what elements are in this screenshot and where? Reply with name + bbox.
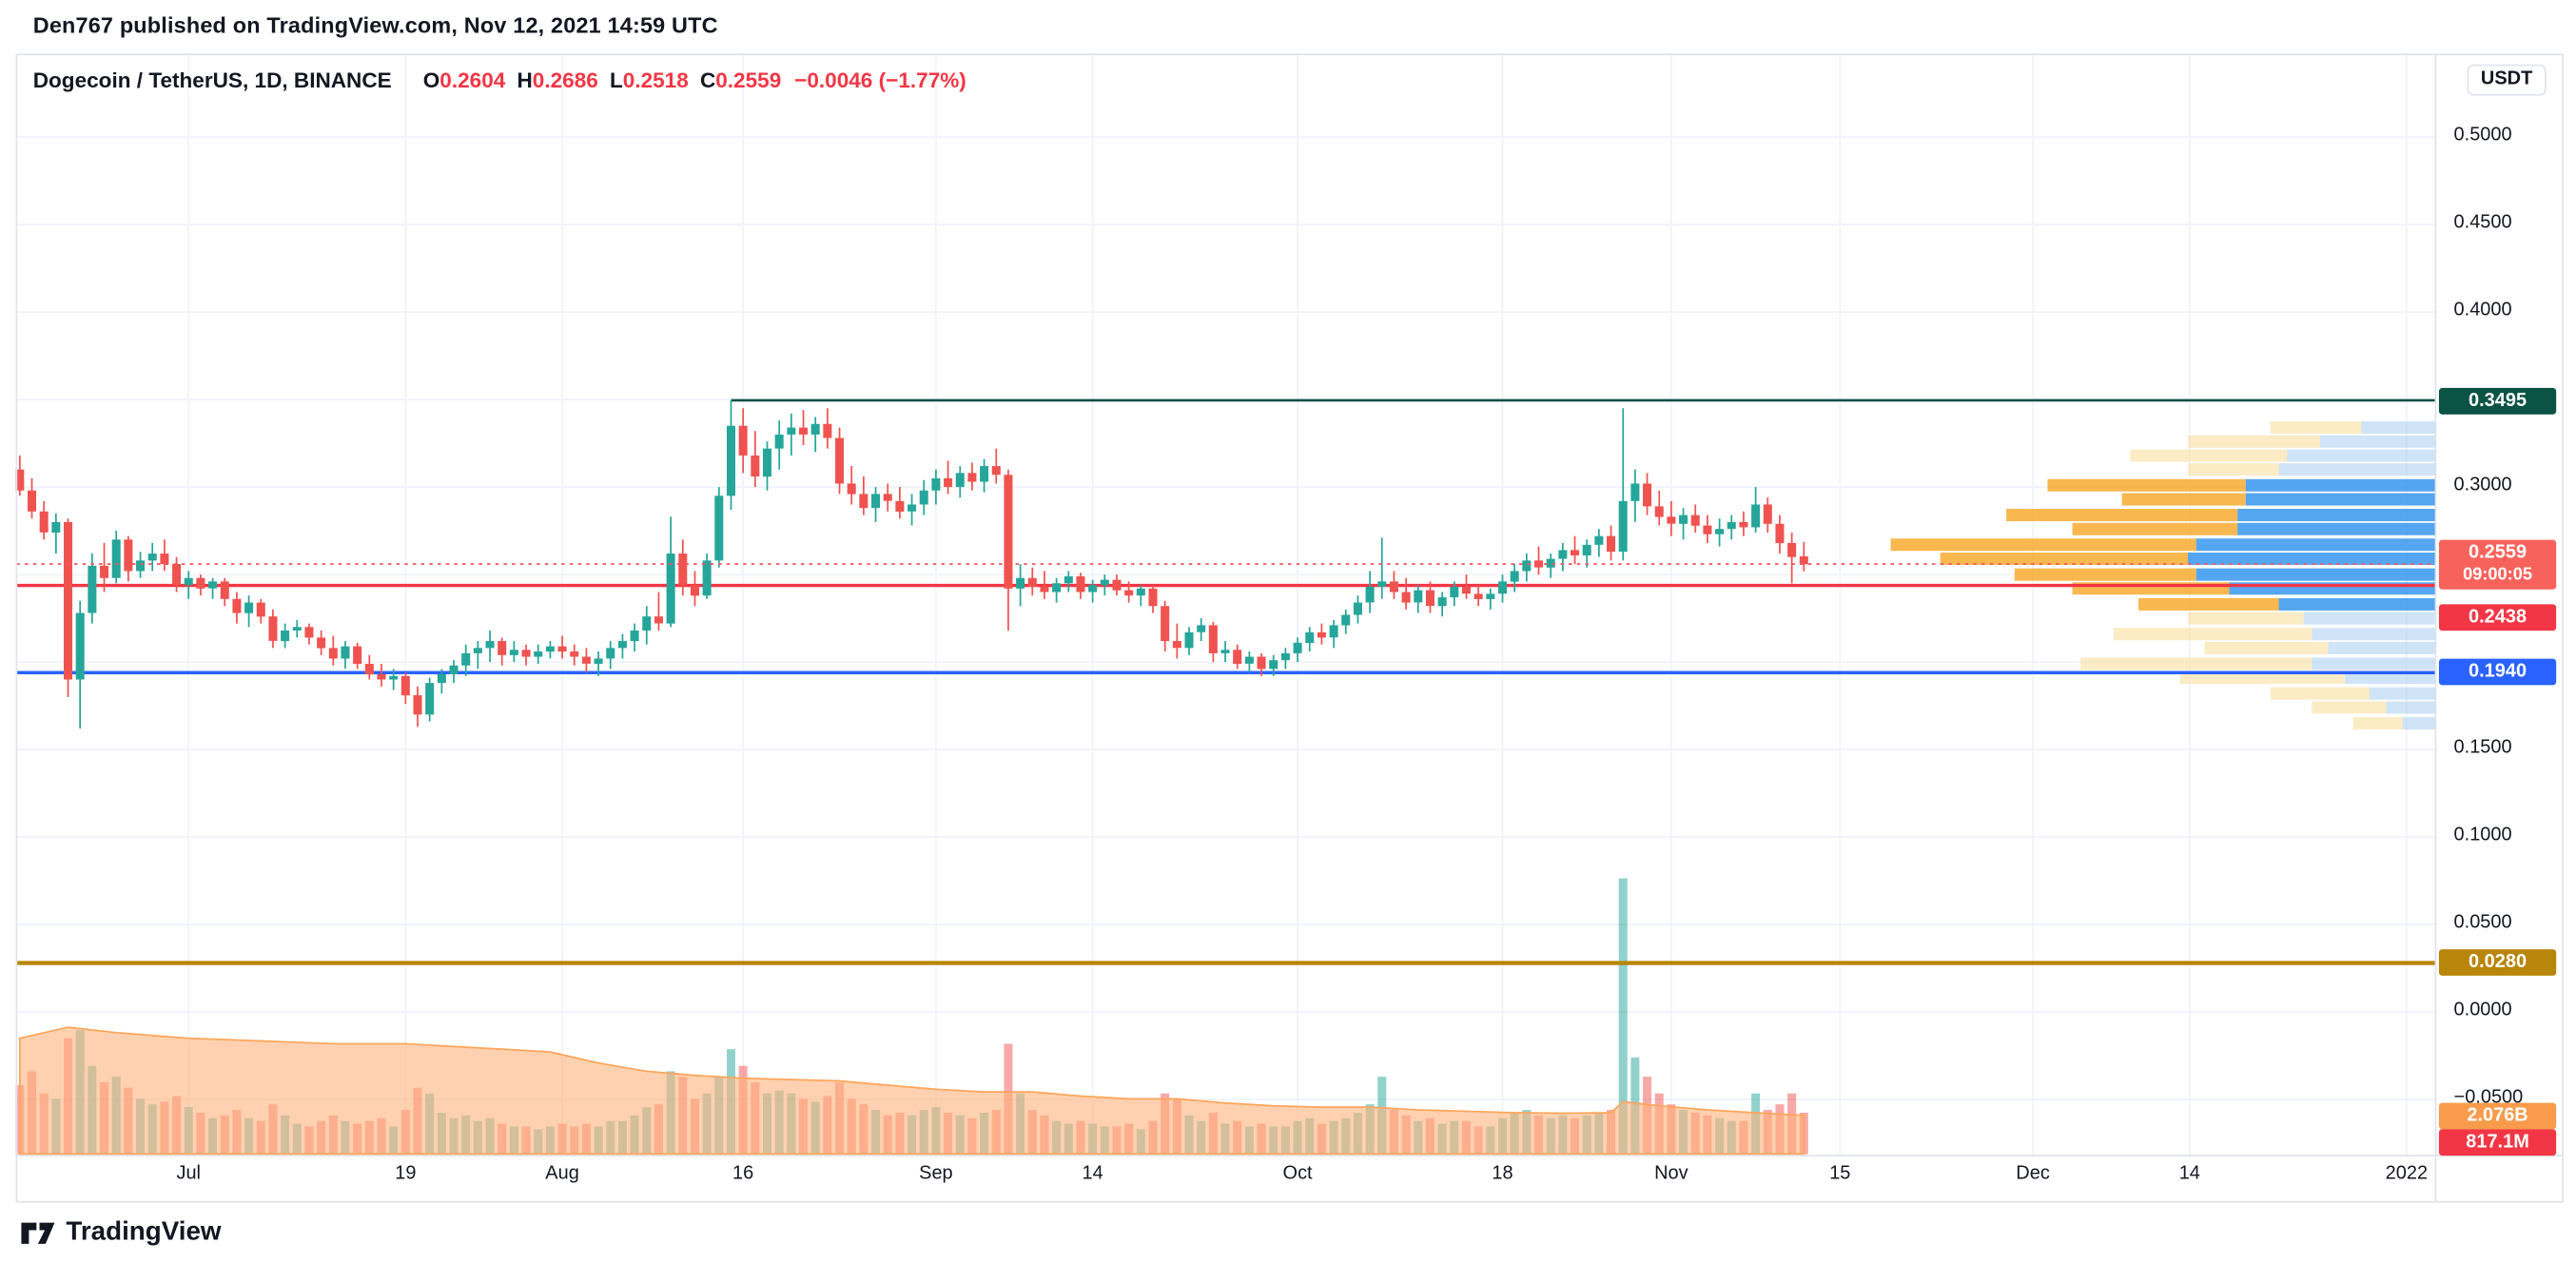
price-badge-level-blue: 0.1940 <box>2438 659 2557 687</box>
ohlc-open-value: 0.2604 <box>439 68 506 93</box>
ohlc-high-value: 0.2686 <box>532 68 598 93</box>
price-tick-0.5000: 0.5000 <box>2453 125 2512 146</box>
ohlc-change: −0.0046 (−1.77%) <box>794 68 966 93</box>
price-badge-value: 0.0280 <box>2469 953 2527 973</box>
price-levels[interactable] <box>16 398 2436 965</box>
price-badge-value: 2.076B <box>2467 1106 2528 1126</box>
ohlc-high-label: H <box>517 68 533 93</box>
symbol-title: Dogecoin / TetherUS, 1D, BINANCE <box>32 68 392 93</box>
price-badge-value: 0.1940 <box>2469 662 2527 683</box>
price-tick-0.4000: 0.4000 <box>2453 300 2512 321</box>
price-tick-0.1500: 0.1500 <box>2453 737 2512 758</box>
time-tick-16: 16 <box>732 1163 754 1184</box>
time-tick-2022: 2022 <box>2385 1163 2429 1184</box>
time-tick-Jul: Jul <box>176 1163 201 1184</box>
time-tick-Dec: Dec <box>2016 1163 2050 1184</box>
chart-frame-borders <box>15 53 2564 1203</box>
ohlc-close-value: 0.2559 <box>715 68 782 93</box>
time-tick-Aug: Aug <box>545 1163 579 1184</box>
time-tick-Sep: Sep <box>919 1163 953 1184</box>
ohlc-open-label: O <box>422 68 440 93</box>
time-tick-Nov: Nov <box>1654 1163 1688 1184</box>
ohlc-close-label: C <box>699 68 716 93</box>
price-badge-volume-current: 817.1M <box>2438 1129 2557 1156</box>
price-tick-0.0000: 0.0000 <box>2453 1000 2512 1020</box>
price-badge-value: 0.3495 <box>2469 390 2527 411</box>
currency-toggle-button[interactable]: USDT <box>2467 64 2547 96</box>
price-badge-level-red: 0.2438 <box>2438 603 2557 631</box>
price-tick-0.3000: 0.3000 <box>2453 475 2512 495</box>
candlesticks <box>15 399 1808 729</box>
price-tick-0.1000: 0.1000 <box>2453 825 2512 845</box>
symbol-legend: Dogecoin / TetherUS, 1D, BINANCE O 0.260… <box>33 68 966 92</box>
gridlines <box>16 54 2436 1156</box>
time-tick-14: 14 <box>2178 1163 2200 1184</box>
price-badge-value: 0.2559 <box>2469 542 2527 563</box>
volume-ma-area <box>18 1026 1805 1156</box>
volume-profile <box>1890 421 2436 730</box>
time-tick-14: 14 <box>1082 1163 1103 1184</box>
price-tick-0.4500: 0.4500 <box>2453 212 2512 233</box>
tradingview-logo-text: TradingView <box>66 1218 222 1247</box>
price-badge-resistance: 0.3495 <box>2438 387 2557 414</box>
price-badge-volume-total: 2.076B <box>2438 1102 2557 1130</box>
time-tick-15: 15 <box>1829 1163 1851 1184</box>
publish-header: Den767 published on TradingView.com, Nov… <box>32 12 718 38</box>
price-badge-value: 817.1M <box>2466 1132 2529 1153</box>
time-tick-Oct: Oct <box>1282 1163 1313 1184</box>
ohlc-low-label: L <box>609 68 623 93</box>
time-tick-19: 19 <box>395 1163 417 1184</box>
price-badge-level-yellow: 0.0280 <box>2438 949 2557 977</box>
bar-close-countdown: 09:00:05 <box>2463 564 2533 585</box>
tradingview-logo-icon <box>21 1222 55 1244</box>
price-tick-0.0500: 0.0500 <box>2453 912 2512 933</box>
ohlc-low-value: 0.2518 <box>622 68 689 93</box>
price-badge-last-price: 0.2559 09:00:05 <box>2438 539 2557 590</box>
time-tick-18: 18 <box>1492 1163 1513 1184</box>
tradingview-logo[interactable]: TradingView <box>20 1215 222 1252</box>
price-badge-value: 0.2438 <box>2469 607 2527 627</box>
